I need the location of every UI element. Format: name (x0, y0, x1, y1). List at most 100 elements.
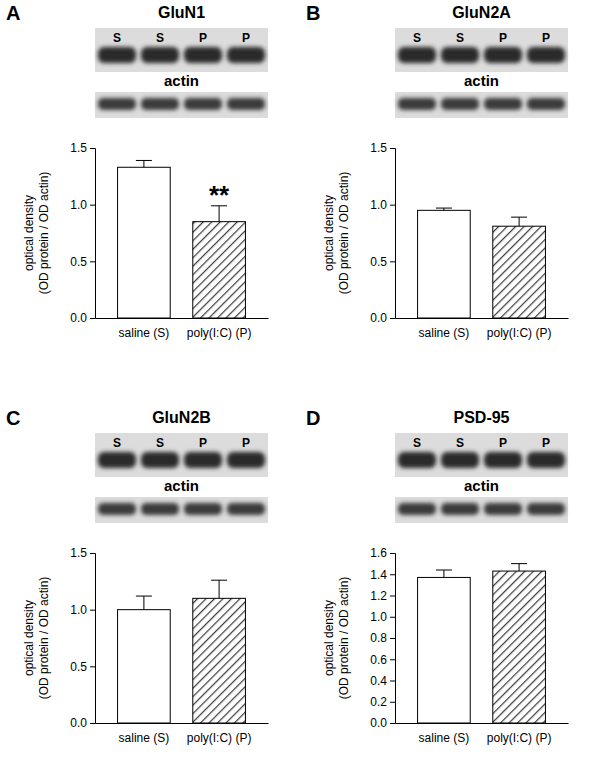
blot-band (484, 452, 522, 468)
y-axis-line (390, 554, 396, 724)
y-tick-label: 0.0 (70, 311, 87, 325)
y-tick: 0.2 (370, 695, 395, 709)
lane-label: S (156, 436, 164, 450)
blot-band (141, 98, 179, 110)
x-tick: saline (S) (419, 318, 470, 340)
blot-band (484, 503, 522, 515)
loading-control-label: actin (164, 72, 199, 89)
lane-label: P (542, 31, 550, 45)
lane-label: S (413, 436, 421, 450)
y-tick-mark (390, 148, 395, 149)
blot-background (95, 433, 268, 477)
y-tick-label: 1.0 (70, 603, 87, 617)
y-axis: 0.00.51.01.5 (370, 141, 395, 325)
x-axis-line (96, 318, 269, 319)
plot-area (418, 564, 546, 723)
y-axis-title: (OD protein / OD actin) (37, 172, 51, 295)
y-tick-mark (390, 205, 395, 206)
error-bar-cap (436, 570, 452, 571)
y-tick: 0.6 (370, 653, 395, 667)
blot-band (398, 452, 436, 468)
y-tick-mark (90, 610, 95, 611)
blot-band (98, 452, 136, 468)
x-tick-label: poly(I:C) (P) (187, 326, 252, 340)
y-tick: 0.0 (70, 716, 95, 730)
blot-background (95, 92, 268, 118)
blot-band (484, 98, 522, 110)
lane-label: P (499, 436, 507, 450)
y-tick-label: 0.2 (370, 695, 387, 709)
y-tick: 1.0 (70, 603, 95, 617)
y-tick: 0.5 (70, 255, 95, 269)
x-tick-label: poly(I:C) (P) (487, 326, 552, 340)
y-axis: 0.0 0.5 1.0 1.5 (70, 546, 95, 730)
blot-background (395, 433, 568, 477)
x-tick: saline (S) (119, 318, 170, 340)
panel-letter: C (6, 407, 20, 429)
y-tick-mark (390, 553, 395, 554)
blot-background (95, 497, 268, 523)
x-axis: saline (S)poly(I:C) (P) (96, 723, 269, 745)
y-axis: 0.00.20.40.60.81.01.21.41.6 (370, 546, 395, 730)
lane-label: S (456, 31, 464, 45)
error-bar-stem (143, 596, 144, 610)
panel-letter: A (6, 2, 20, 24)
y-tick-mark (390, 659, 395, 660)
error-bar (136, 596, 152, 610)
figure: AGluN1SSPPactin0.00.51.01.5saline (S)pol… (0, 0, 600, 774)
y-tick-mark (90, 553, 95, 554)
y-tick-mark (390, 318, 395, 319)
error-bar-stem (519, 564, 520, 571)
y-axis-title: (OD protein / OD actin) (37, 577, 51, 700)
error-bar-stem (143, 160, 144, 167)
x-tick-label: saline (S) (419, 731, 470, 745)
blot-background (95, 28, 268, 72)
y-tick: 1.0 (70, 198, 95, 212)
lane-label: S (156, 31, 164, 45)
y-tick: 1.2 (370, 589, 395, 603)
y-tick: 1.4 (370, 568, 395, 582)
x-tick: poly(I:C) (P) (487, 318, 552, 340)
blot-band (184, 503, 222, 515)
y-tick-mark (390, 723, 395, 724)
y-axis-title: optical density (22, 600, 36, 676)
blot-band (441, 47, 479, 63)
plot-area (118, 580, 246, 723)
blot-band (398, 98, 436, 110)
panel-letter: D (306, 407, 320, 429)
title: GluN2B (152, 409, 211, 426)
y-tick-label: 0.8 (370, 631, 387, 645)
blot-band (227, 47, 265, 63)
blot-band (184, 98, 222, 110)
x-tick-label: poly(I:C) (P) (487, 731, 552, 745)
y-tick-mark (90, 723, 95, 724)
y-tick-mark (390, 681, 395, 682)
error-bar-cap (136, 160, 152, 161)
y-axis-title: optical density (22, 195, 36, 271)
blot-band (527, 503, 565, 515)
error-bar-cap (211, 580, 227, 581)
error-bar (511, 217, 527, 226)
y-tick-label: 1.5 (70, 546, 87, 560)
y-tick-label: 1.4 (370, 568, 387, 582)
bar (418, 210, 471, 318)
y-axis-title: (OD protein / OD actin) (337, 172, 351, 295)
blot-band (227, 98, 265, 110)
y-tick-label: 0.0 (70, 716, 87, 730)
y-tick-mark (390, 702, 395, 703)
blot-band (398, 47, 436, 63)
error-bar-cap (511, 217, 527, 218)
x-tick-label: saline (S) (119, 326, 170, 340)
x-tick: poly(I:C) (P) (187, 723, 252, 745)
blot-band (184, 452, 222, 468)
panel-letter: B (306, 2, 320, 24)
x-tick-label: saline (S) (419, 326, 470, 340)
blot-background (395, 497, 568, 523)
blot-band (398, 503, 436, 515)
y-axis-line (390, 149, 396, 319)
y-tick: 0.5 (70, 660, 95, 674)
bar (493, 226, 546, 318)
y-axis-title: (OD protein / OD actin) (337, 577, 351, 700)
y-tick-mark (390, 638, 395, 639)
significance-annotation: ** (209, 180, 230, 210)
